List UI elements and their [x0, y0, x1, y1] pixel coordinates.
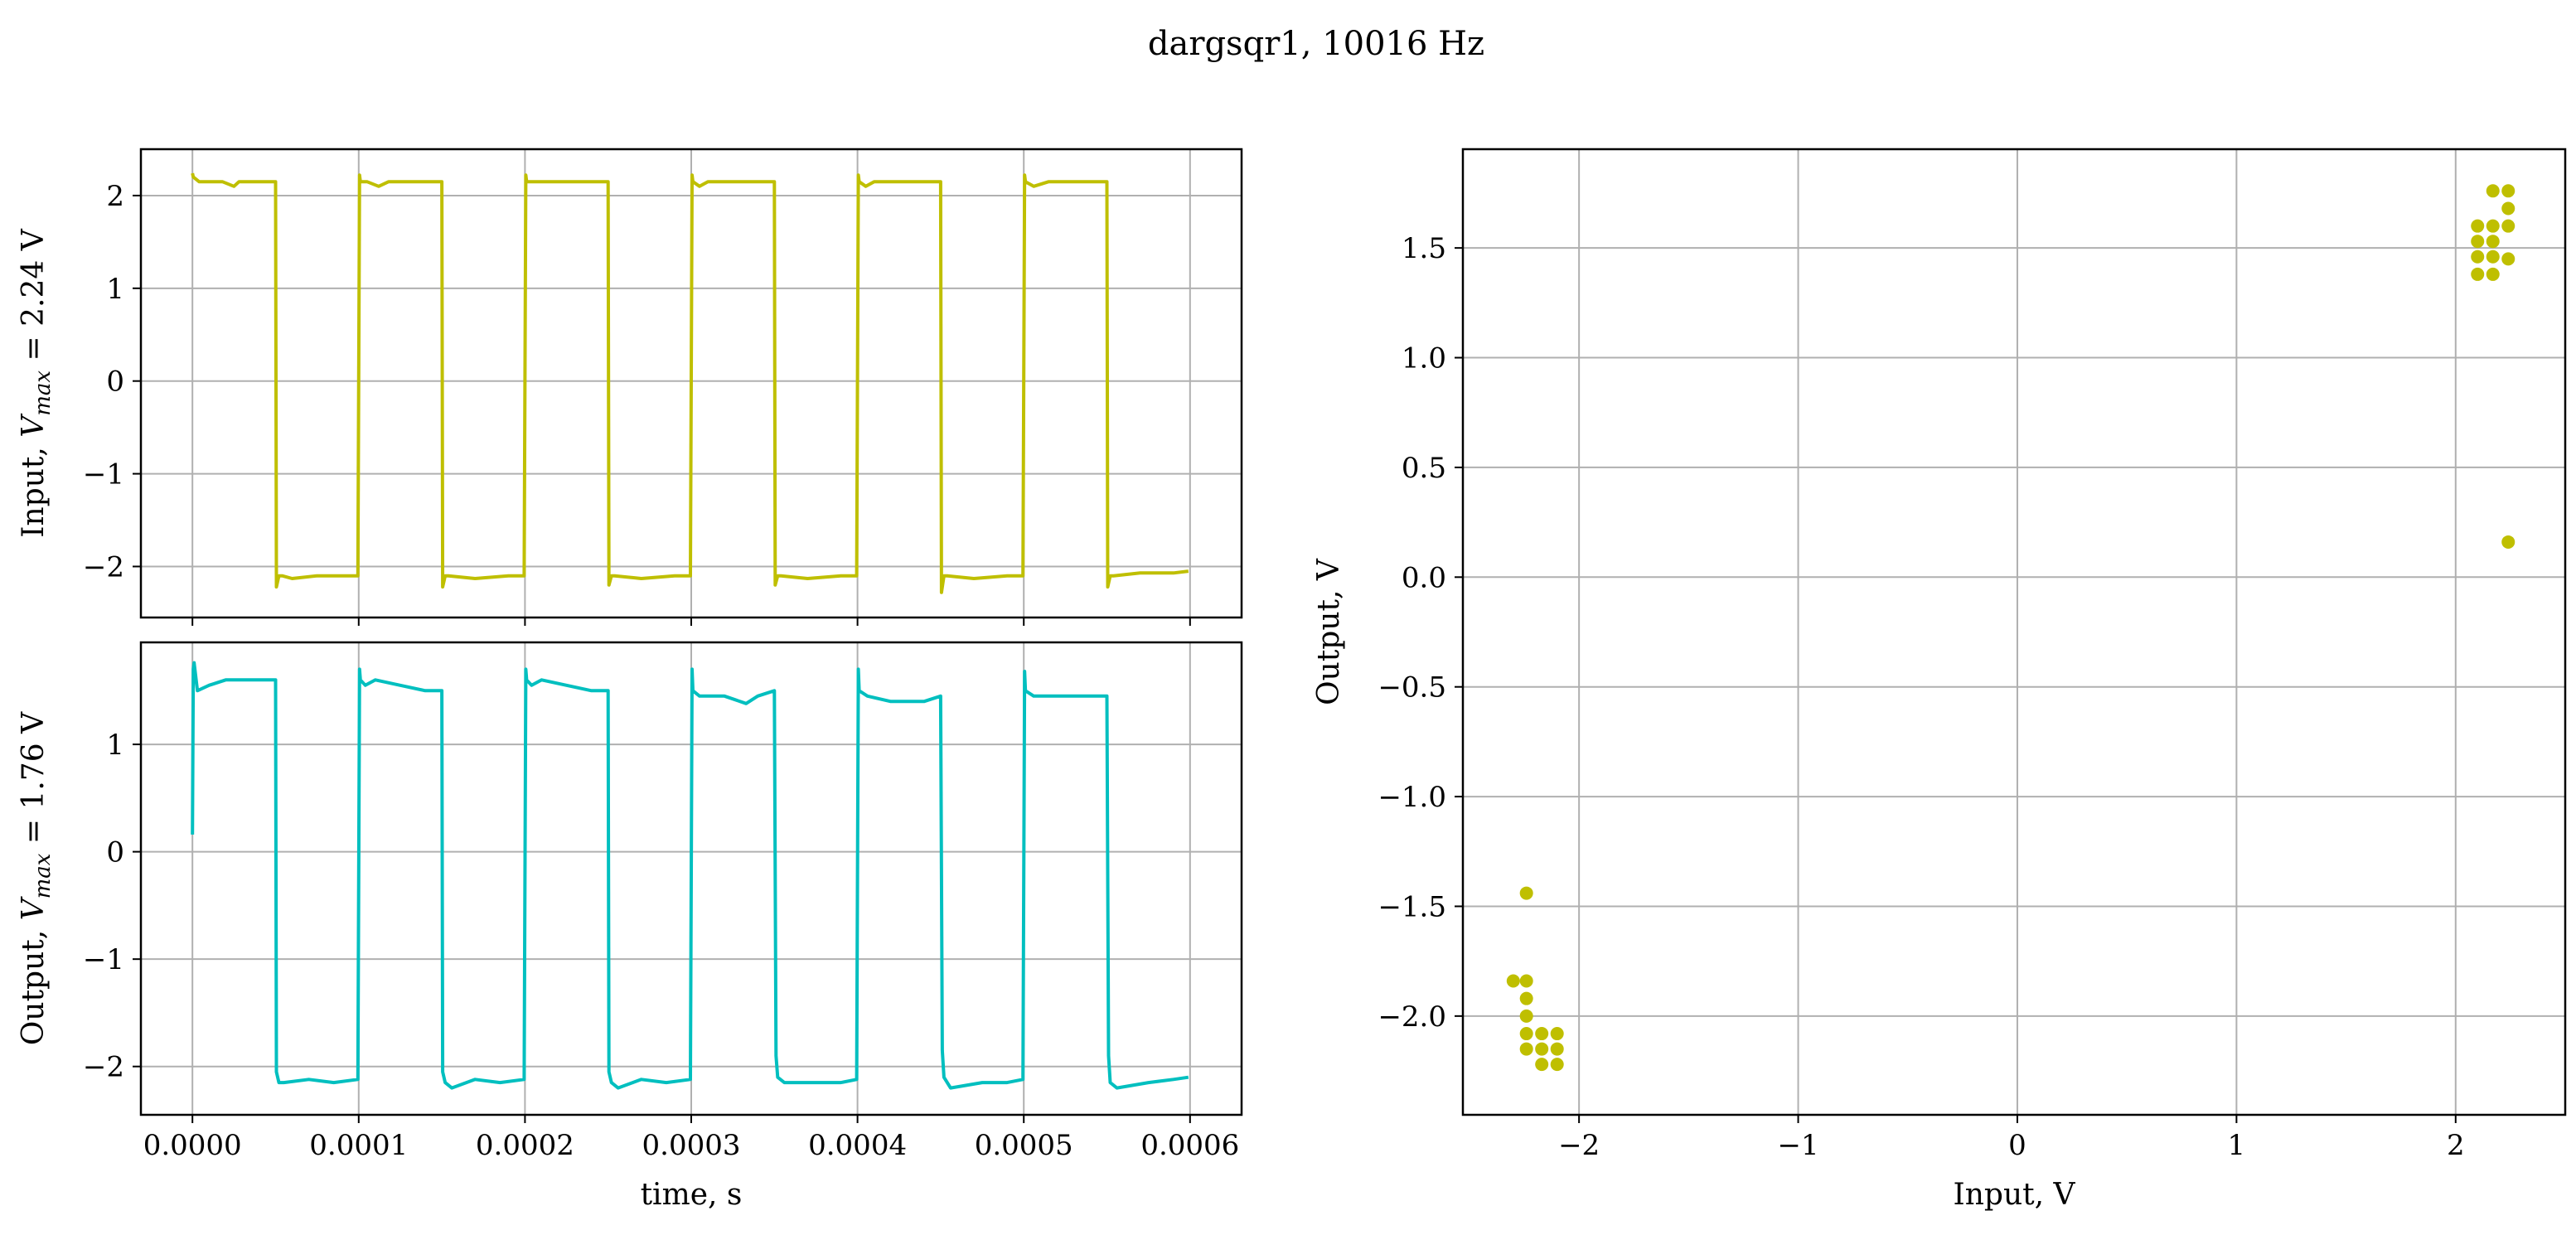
scatter-point: [1550, 1027, 1564, 1041]
x-tick-label: 0.0006: [1140, 1129, 1239, 1162]
x-tick-label: −2: [1558, 1129, 1600, 1162]
scatter-point: [1535, 1027, 1549, 1041]
y-tick-label: 1.5: [1402, 232, 1446, 265]
output-time-panel: 0.0000 0.0001 0.0002 0.0003 0.0004 0.0005 0.00…: [17, 641, 1243, 1212]
scatter-point: [1535, 1058, 1549, 1072]
scatter-point: [2486, 184, 2500, 198]
x-tick-label: 0: [2008, 1129, 2026, 1162]
scatter-point: [1506, 974, 1520, 988]
x-tick-label: 0.0005: [975, 1129, 1073, 1162]
scatter-point: [1550, 1042, 1564, 1056]
y-tick-label: −1: [83, 458, 124, 492]
input-time-panel: −2 −1 0 1 2 Input, Vmax = 2.24 V: [17, 148, 1243, 626]
scatter-point: [2471, 235, 2485, 249]
y-tick-label: −1.0: [1378, 781, 1446, 814]
x-tick-label: 0.0003: [642, 1129, 741, 1162]
x-axis-label: Input, V: [1954, 1178, 2076, 1212]
scatter-point: [2471, 219, 2485, 233]
y-axis-label: Input, Vmax = 2.24 V: [17, 228, 56, 537]
x-tick-label: 2: [2447, 1129, 2465, 1162]
scatter-point: [2501, 219, 2515, 233]
y-axis-label: Output, V: [1312, 558, 1346, 705]
y-tick-label: 0: [106, 366, 124, 399]
series-line: [191, 661, 1189, 1090]
scatter-point: [1519, 886, 1533, 900]
y-tick-label: 2: [106, 180, 124, 213]
scatter-point: [2501, 184, 2515, 198]
scatter-point: [2501, 201, 2515, 216]
y-tick-label: −1: [83, 943, 124, 976]
scatter-point: [2471, 249, 2485, 264]
scatter-point: [2501, 252, 2515, 266]
series-line: [191, 172, 1189, 594]
y-tick-label: 0: [106, 836, 124, 869]
y-tick-label: −0.5: [1378, 671, 1446, 705]
x-tick-label: 0.0002: [476, 1129, 574, 1162]
input-output-scatter-panel: −2 −1 0 1 2 −2.0 −1.5 −1.0 −0.5 0.0 0.5 1.0 1.5 Input…: [1312, 148, 2567, 1212]
y-tick-label: −1.5: [1378, 890, 1446, 923]
y-tick-label: 1: [106, 273, 124, 306]
scatter-point: [1535, 1042, 1549, 1056]
x-tick-label: 0.0000: [143, 1129, 242, 1162]
x-tick-label: 0.0004: [808, 1129, 907, 1162]
y-tick-label: −2: [83, 550, 124, 584]
scatter-point: [2471, 267, 2485, 281]
x-tick-label: −1: [1777, 1129, 1818, 1162]
axes-frame: [1461, 148, 2567, 1116]
scatter-point: [1519, 1027, 1533, 1041]
y-axis-label: Output, Vmax = 1.76 V: [17, 711, 56, 1045]
y-tick-label: 0.5: [1402, 452, 1446, 485]
x-axis-label: time, s: [641, 1178, 743, 1212]
y-tick-label: 1.0: [1402, 342, 1446, 375]
scatter-point: [2486, 219, 2500, 233]
scatter-point: [2501, 535, 2515, 549]
scatter-point: [1519, 991, 1533, 1005]
y-tick-label: −2: [83, 1051, 124, 1084]
y-tick-label: −2.0: [1378, 1000, 1446, 1034]
x-tick-label: 0.0001: [309, 1129, 408, 1162]
scatter-point: [2486, 235, 2500, 249]
scatter-point: [2486, 249, 2500, 264]
y-tick-label: 1: [106, 729, 124, 762]
figure-title: dargsqr1, 10016 Hz: [1148, 25, 1484, 63]
scatter-point: [1519, 974, 1533, 988]
y-tick-label: 0.0: [1402, 561, 1446, 594]
scatter-point: [1519, 1009, 1533, 1023]
x-tick-label: 1: [2228, 1129, 2246, 1162]
scatter-point: [1550, 1058, 1564, 1072]
scatter-point: [2486, 267, 2500, 281]
scatter-point: [1519, 1042, 1533, 1056]
